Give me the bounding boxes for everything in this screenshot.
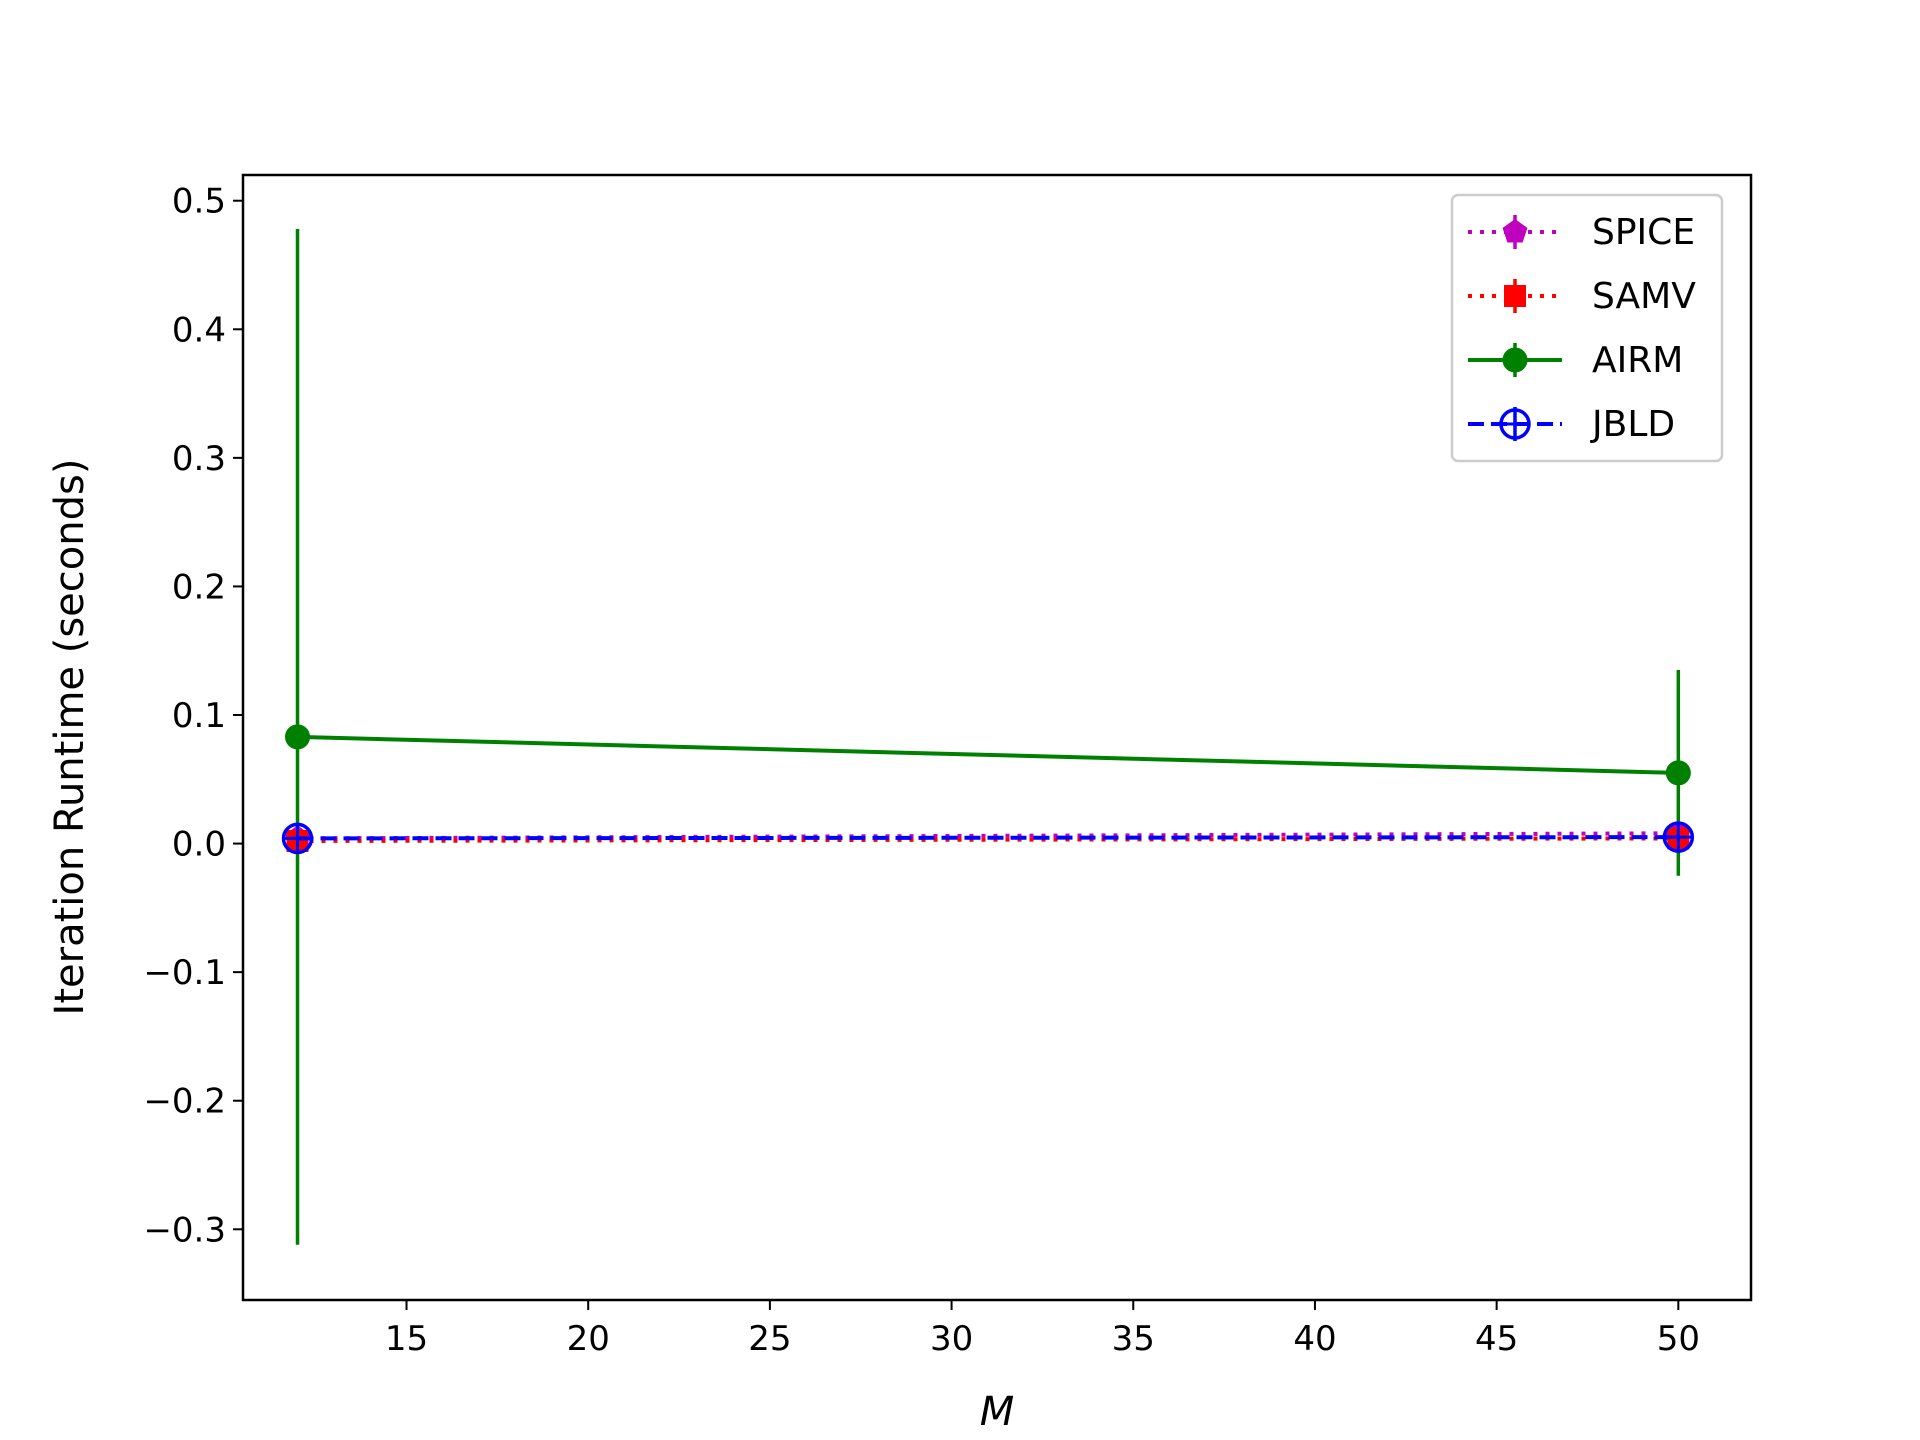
legend-label-jbld: JBLD bbox=[1590, 404, 1675, 445]
y-tick-label: 0.1 bbox=[172, 696, 226, 736]
y-tick-label: −0.1 bbox=[143, 953, 226, 993]
legend-label-spice: SPICE bbox=[1592, 212, 1695, 253]
axes-frame bbox=[241, 173, 1753, 1302]
y-tick-label: 0.4 bbox=[172, 310, 226, 350]
line-samv bbox=[297, 836, 1679, 843]
y-tick-label: 0.2 bbox=[172, 567, 226, 607]
legend-entry-jbld: JBLD bbox=[1468, 404, 1675, 445]
y-tick-label: −0.2 bbox=[143, 1082, 226, 1122]
legend-entry-airm: AIRM bbox=[1468, 340, 1683, 381]
y-axis: −0.3 −0.2 −0.1 0.0 0.1 0.2 0.3 0.4 0.5 bbox=[143, 182, 243, 1250]
y-tick-label: 0.0 bbox=[172, 825, 226, 865]
legend-marker-spice bbox=[1502, 219, 1528, 243]
line-airm bbox=[297, 734, 1679, 775]
x-tick-label: 50 bbox=[1657, 1319, 1700, 1359]
x-tick-label: 35 bbox=[1112, 1319, 1155, 1359]
plot-area bbox=[281, 229, 1695, 1245]
point-jbld bbox=[281, 822, 314, 855]
legend-marker-jbld bbox=[1499, 408, 1531, 440]
point-airm bbox=[285, 724, 311, 750]
legend: SPICE SAMV AIRM JBLD bbox=[1450, 193, 1724, 463]
x-tick-label: 20 bbox=[567, 1319, 610, 1359]
y-tick-label: −0.3 bbox=[143, 1210, 226, 1250]
legend-entry-samv: SAMV bbox=[1468, 276, 1696, 317]
x-tick-label: 40 bbox=[1293, 1319, 1336, 1359]
y-axis-label: Iteration Runtime (seconds) bbox=[47, 459, 93, 1016]
legend-box bbox=[1450, 193, 1724, 463]
x-axis-label: M bbox=[980, 1389, 1015, 1435]
legend-label-samv: SAMV bbox=[1592, 276, 1696, 317]
series-jbld bbox=[281, 821, 1695, 855]
line-jbld bbox=[297, 835, 1679, 841]
y-tick-label: 0.5 bbox=[172, 182, 226, 222]
x-tick-label: 25 bbox=[748, 1319, 791, 1359]
x-tick-label: 30 bbox=[930, 1319, 973, 1359]
y-tick-label: 0.3 bbox=[172, 439, 226, 479]
legend-label-airm: AIRM bbox=[1592, 340, 1683, 381]
x-axis: 15 20 25 30 35 40 45 50 bbox=[385, 1300, 1700, 1359]
legend-marker-airm bbox=[1502, 347, 1528, 373]
legend-entry-spice: SPICE bbox=[1468, 212, 1695, 253]
point-jbld bbox=[1662, 821, 1695, 853]
x-tick-label: 15 bbox=[385, 1319, 428, 1359]
legend-marker-samv bbox=[1504, 285, 1526, 307]
series-airm bbox=[285, 229, 1691, 1245]
x-tick-label: 45 bbox=[1475, 1319, 1518, 1359]
point-airm bbox=[1665, 760, 1691, 786]
